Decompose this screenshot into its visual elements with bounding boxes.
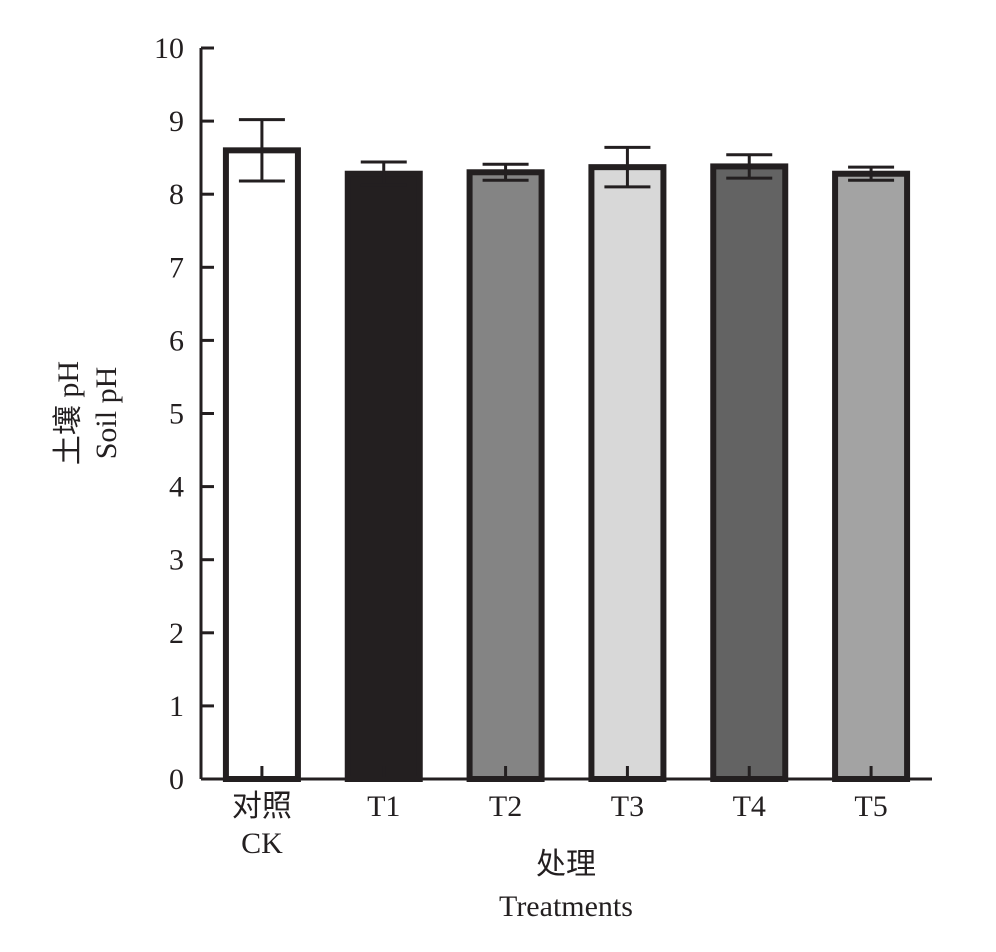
y-tick-label-8: 8 — [169, 178, 184, 211]
x-axis-title-zh: 处理 — [536, 848, 596, 881]
error-bar-t1 — [360, 160, 407, 187]
error-bars-layer — [238, 118, 895, 189]
y-tick-label-7: 7 — [169, 251, 184, 284]
x-tick-label-ck: CK — [241, 827, 283, 860]
y-tick-label-1: 1 — [169, 690, 184, 723]
error-bar-t4 — [726, 153, 773, 180]
x-tick-label-zh-ck: 对照 — [232, 790, 292, 823]
y-tick-label-0: 0 — [169, 763, 184, 796]
y-tick-label-6: 6 — [169, 324, 184, 357]
y-tick-label-4: 4 — [169, 471, 184, 504]
error-bar-t5 — [848, 165, 895, 182]
x-tick-label-t5: T5 — [854, 790, 887, 823]
x-tick-label-t1: T1 — [367, 790, 400, 823]
error-bar-t3 — [604, 145, 651, 189]
y-tick-label-2: 2 — [169, 617, 184, 650]
x-tick-label-t4: T4 — [733, 790, 766, 823]
y-tick-label-9: 9 — [169, 105, 184, 138]
bar-t4 — [710, 163, 789, 782]
y-axis-title-en: Soil pH — [90, 367, 123, 460]
y-tick-label-3: 3 — [169, 544, 184, 577]
bar-t1 — [344, 170, 423, 782]
axes-layer — [199, 46, 932, 781]
x-tick-label-t3: T3 — [611, 790, 644, 823]
y-tick-label-10: 10 — [154, 32, 184, 65]
bar-t3 — [588, 164, 667, 782]
x-axis-title-en: Treatments — [499, 890, 633, 923]
error-bar-ck — [238, 118, 285, 183]
x-tick-label-t2: T2 — [489, 790, 522, 823]
bar-ck — [222, 147, 301, 782]
error-bar-t2 — [482, 162, 529, 182]
y-axis-title-zh: 土壤 pH — [52, 361, 85, 465]
bar-t5 — [832, 170, 911, 782]
bars-layer — [222, 147, 911, 782]
y-tick-label-5: 5 — [169, 398, 184, 431]
bar-t2 — [466, 169, 545, 782]
tick-labels-layer: 对照 CK T1 T2 T3 T4 T5 0 1 2 3 4 5 6 7 8 9 10 — [154, 32, 888, 860]
